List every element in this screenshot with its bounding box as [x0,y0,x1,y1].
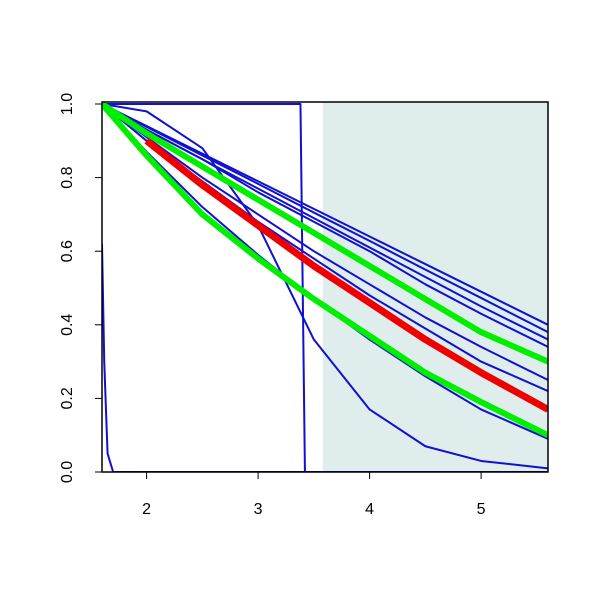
y-tick-label: 0.8 [59,166,76,188]
series-line [102,103,548,381]
series-line [102,103,548,470]
series-line [102,103,548,348]
series-line [102,243,548,472]
x-tick-label: 3 [254,501,263,518]
x-tick-label: 2 [142,501,151,518]
axes: 2 3 4 5 0.0 0.2 0.4 0.6 0.8 1.0 [59,93,485,518]
x-tick-label: 4 [365,501,374,518]
y-tick-label: 0.2 [59,387,76,409]
series-line [102,103,548,334]
shaded-region [322,102,548,472]
plot-area [102,102,548,472]
x-tick-label: 5 [477,501,486,518]
series-line [144,138,548,413]
series-line [102,102,548,438]
series-line [102,102,548,365]
y-tick-label: 0.4 [59,314,76,336]
y-tick-label: 0.6 [59,240,76,262]
plot-frame [101,101,549,473]
y-tick-label: 1.0 [59,93,76,115]
y-tick-label: 0.0 [59,461,76,483]
